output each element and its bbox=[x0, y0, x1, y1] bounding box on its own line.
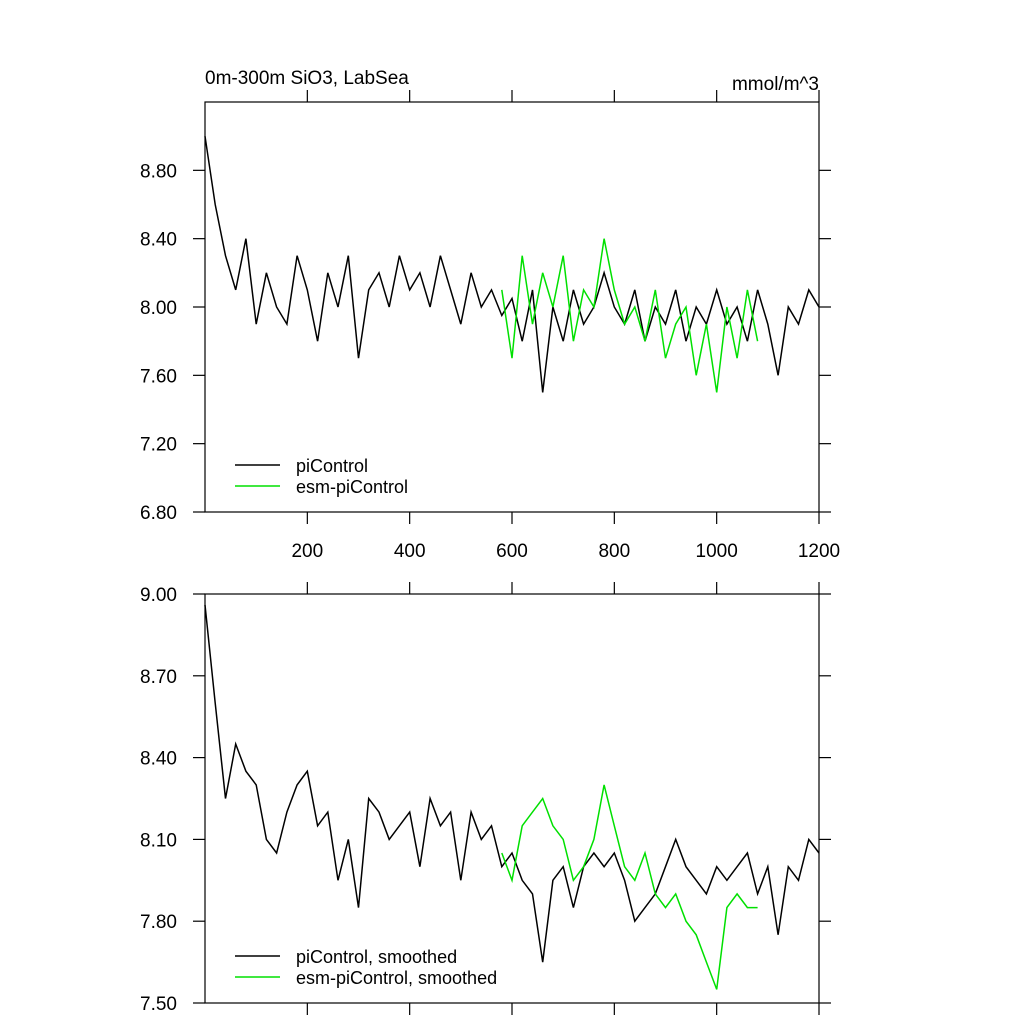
x-tick-label: 800 bbox=[598, 541, 630, 562]
data-line bbox=[204, 604, 820, 963]
plot-frame bbox=[204, 593, 820, 1004]
data-line bbox=[204, 136, 820, 393]
legend-label: piControl, smoothed bbox=[296, 947, 457, 967]
data-line bbox=[501, 238, 759, 393]
y-tick-label: 7.50 bbox=[140, 994, 177, 1015]
x-tick-label: 400 bbox=[394, 541, 426, 562]
x-tick-label: 600 bbox=[496, 541, 528, 562]
y-tick-label: 6.80 bbox=[140, 503, 177, 524]
x-tick-label: 200 bbox=[291, 541, 323, 562]
legend-label: esm-piControl bbox=[296, 477, 408, 497]
legend-label: piControl bbox=[296, 456, 368, 476]
y-tick-label: 8.40 bbox=[140, 230, 177, 251]
y-tick-label: 8.80 bbox=[140, 161, 177, 182]
y-tick-label: 9.00 bbox=[140, 585, 177, 606]
y-tick-label: 7.80 bbox=[140, 912, 177, 933]
y-tick-label: 8.00 bbox=[140, 298, 177, 319]
y-tick-label: 7.60 bbox=[140, 366, 177, 387]
y-tick-label: 8.10 bbox=[140, 830, 177, 851]
y-tick-label: 8.40 bbox=[140, 749, 177, 770]
legend-label: esm-piControl, smoothed bbox=[296, 968, 497, 988]
y-tick-label: 7.20 bbox=[140, 435, 177, 456]
y-tick-label: 8.70 bbox=[140, 667, 177, 688]
x-tick-label: 1200 bbox=[798, 541, 840, 562]
units: mmol/m^3 bbox=[732, 74, 819, 95]
x-tick-label: 1000 bbox=[696, 541, 738, 562]
chart-title: 0m-300m SiO3, LabSea bbox=[205, 68, 409, 89]
data-line bbox=[501, 784, 758, 990]
